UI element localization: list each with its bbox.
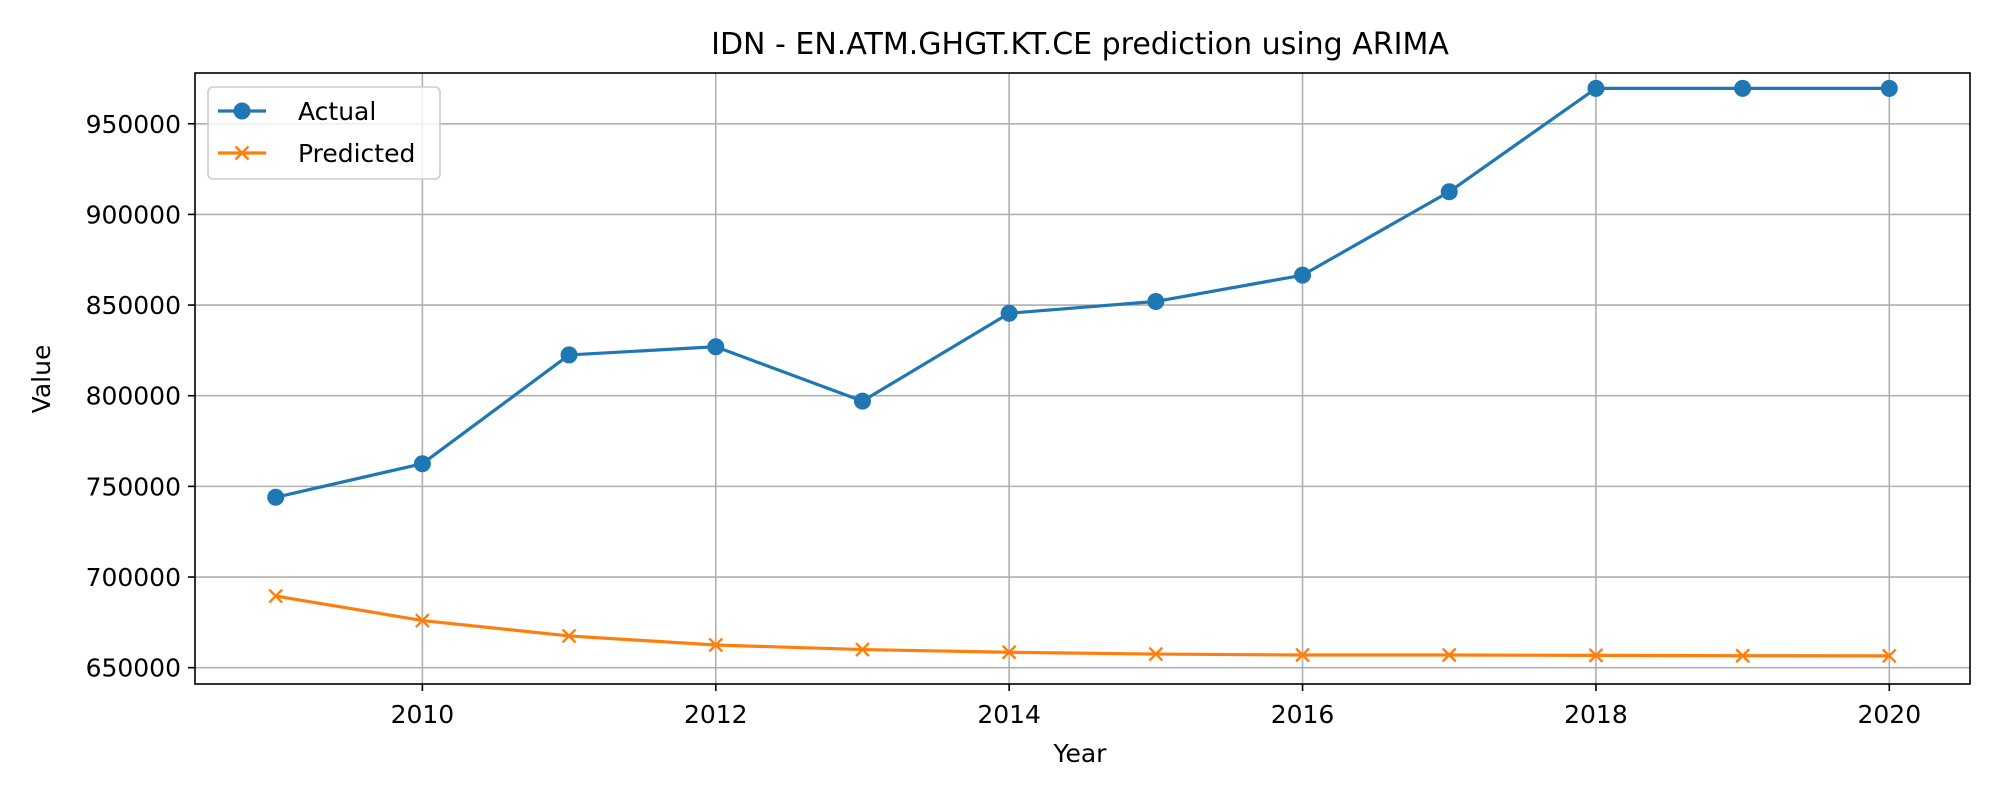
- x-tick-label: 2014: [977, 700, 1041, 729]
- marker-stroke: [855, 642, 870, 657]
- legend-marker: [233, 102, 251, 120]
- data-point-actual: [1000, 304, 1018, 322]
- x-tick-label: 2010: [391, 700, 455, 729]
- marker-stroke: [1881, 648, 1897, 664]
- data-point-actual: [1294, 266, 1312, 284]
- x-axis-title: Year: [1053, 739, 1108, 768]
- marker-stroke: [708, 637, 724, 653]
- data-point-predicted: [708, 637, 724, 653]
- series-actual: [267, 79, 1898, 506]
- data-point-actual: [413, 455, 431, 473]
- data-point-predicted: [855, 642, 870, 657]
- legend: Actual Predicted: [207, 86, 441, 180]
- data-point-predicted: [1881, 648, 1897, 664]
- y-tick-label: 750000: [86, 472, 181, 501]
- y-tick-label: 700000: [86, 563, 181, 592]
- data-point-predicted: [1588, 648, 1604, 663]
- data-point-predicted: [1441, 647, 1457, 663]
- plot-frame: [194, 72, 1971, 685]
- marker-stroke: [1588, 648, 1604, 663]
- x-tick-label: 2012: [684, 700, 748, 729]
- legend-marker: [234, 145, 250, 161]
- grid-lines: [195, 73, 1970, 684]
- marker-stroke: [234, 145, 250, 161]
- y-tick-label: 800000: [86, 382, 181, 411]
- marker-stroke: [1735, 648, 1750, 664]
- data-point-actual: [1147, 292, 1165, 310]
- data-point-predicted: [1148, 646, 1164, 662]
- data-point-actual: [1440, 183, 1458, 201]
- y-tick-label: 650000: [86, 654, 181, 683]
- data-point-actual: [1587, 79, 1605, 97]
- data-point-actual: [1734, 79, 1752, 97]
- axis-ticks: 2010 2012 2014 2016 2018 2020 650000 700000 7500…: [86, 110, 1922, 729]
- series-line-actual: [275, 86, 1890, 499]
- data-point-actual: [1880, 79, 1898, 97]
- marker-stroke: [561, 628, 577, 644]
- marker-stroke: [1148, 646, 1164, 662]
- legend-item-actual: Actual: [218, 97, 376, 126]
- data-point-predicted: [1001, 644, 1017, 660]
- data-point-predicted: [1295, 647, 1310, 663]
- x-tick-label: 2016: [1271, 700, 1335, 729]
- marker-stroke: [1001, 644, 1017, 660]
- x-tick-label: 2020: [1858, 700, 1922, 729]
- series-line-predicted: [275, 594, 1890, 658]
- legend-label: Actual: [298, 97, 376, 126]
- y-tick-label: 900000: [86, 200, 181, 229]
- chart-title: IDN - EN.ATM.GHGT.KT.CE prediction using…: [711, 27, 1449, 62]
- legend-label: Predicted: [298, 139, 415, 168]
- x-tick-label: 2018: [1564, 700, 1628, 729]
- data-point-predicted: [415, 613, 430, 628]
- data-point-predicted: [1735, 648, 1750, 664]
- marker-stroke: [1441, 647, 1457, 663]
- marker-stroke: [415, 613, 430, 628]
- data-point-actual: [707, 338, 725, 356]
- series-layer: [267, 79, 1898, 664]
- data-point-predicted: [561, 628, 577, 644]
- y-tick-label: 850000: [86, 291, 181, 320]
- y-axis-title: Value: [27, 345, 56, 414]
- series-predicted: [268, 588, 1897, 664]
- legend-item-predicted: Predicted: [218, 139, 415, 168]
- data-point-predicted: [268, 588, 284, 604]
- data-point-actual: [560, 346, 578, 364]
- data-point-actual: [267, 488, 285, 506]
- marker-stroke: [1295, 647, 1310, 663]
- marker-stroke: [268, 588, 284, 604]
- data-point-actual: [853, 392, 871, 410]
- y-tick-label: 950000: [86, 110, 181, 139]
